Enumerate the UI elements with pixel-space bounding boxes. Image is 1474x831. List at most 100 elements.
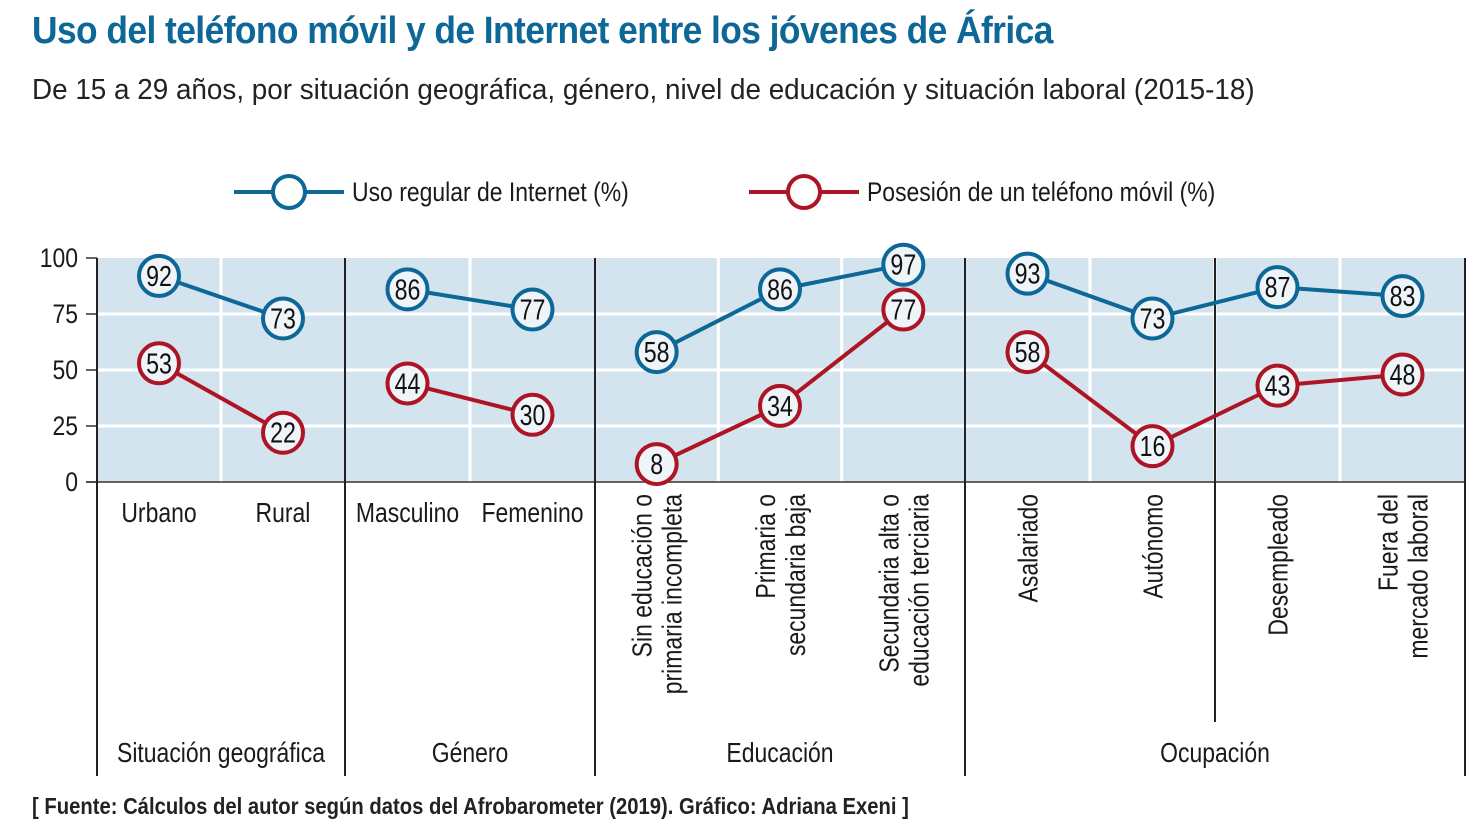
internet-data-point: 86 xyxy=(385,267,430,312)
phone-data-point: 16 xyxy=(1130,424,1175,469)
internet-data-point: 87 xyxy=(1255,265,1300,310)
group-label: Educación xyxy=(726,738,833,769)
phone-data-label: 58 xyxy=(1015,336,1041,369)
internet-data-point: 83 xyxy=(1380,274,1425,319)
internet-data-label: 83 xyxy=(1390,280,1416,313)
y-tick-label: 100 xyxy=(40,243,78,273)
phone-data-point: 77 xyxy=(881,287,926,332)
category-label: Asalariado xyxy=(1013,494,1044,602)
phone-marker xyxy=(881,287,926,332)
legend-label-internet: Uso regular de Internet (%) xyxy=(352,176,629,207)
legend-item-internet: Uso regular de Internet (%) xyxy=(234,172,678,212)
internet-marker xyxy=(1380,274,1425,319)
phone-marker xyxy=(385,361,430,406)
chart-title: Uso del teléfono móvil y de Internet ent… xyxy=(32,10,1053,52)
internet-line-segment xyxy=(655,287,781,354)
phone-data-point: 30 xyxy=(510,392,555,437)
group-label: Género xyxy=(432,738,509,769)
phone-data-point: 43 xyxy=(1255,363,1300,408)
internet-data-label: 73 xyxy=(1140,302,1166,335)
internet-data-point: 77 xyxy=(510,287,555,332)
y-tick-label: 0 xyxy=(65,467,78,497)
phone-data-point: 8 xyxy=(634,442,679,487)
phone-data-point: 22 xyxy=(261,410,305,455)
category-label: Desempleado xyxy=(1263,494,1294,636)
phone-marker xyxy=(137,341,181,386)
phone-data-label: 8 xyxy=(650,448,663,481)
phone-marker xyxy=(1380,352,1425,397)
group-label: Situación geográfica xyxy=(117,738,326,769)
category-label: secundaria baja xyxy=(781,493,812,656)
phone-data-point: 48 xyxy=(1380,352,1425,397)
y-tick-label: 50 xyxy=(52,355,78,385)
phone-data-label: 48 xyxy=(1390,358,1416,391)
category-label: Rural xyxy=(256,498,311,529)
phone-data-point: 44 xyxy=(385,361,430,406)
category-label: Femenino xyxy=(481,498,583,529)
internet-data-label: 97 xyxy=(890,248,916,281)
internet-data-label: 58 xyxy=(644,336,670,369)
phone-data-label: 43 xyxy=(1265,369,1291,402)
legend-label-phone: Posesión de un teléfono móvil (%) xyxy=(867,176,1216,207)
y-tick-label: 75 xyxy=(52,299,78,329)
phone-line-segment xyxy=(1151,383,1279,448)
internet-data-point: 73 xyxy=(1130,296,1175,341)
internet-data-label: 73 xyxy=(270,302,296,335)
phone-data-label: 34 xyxy=(767,389,793,422)
internet-data-point: 86 xyxy=(758,267,802,312)
category-label: Autónomo xyxy=(1138,494,1169,599)
category-label: mercado laboral xyxy=(1403,494,1434,659)
phone-marker xyxy=(1005,330,1050,375)
group-label: Ocupación xyxy=(1160,738,1270,769)
phone-line-segment xyxy=(1026,350,1154,448)
phone-marker xyxy=(1130,424,1175,469)
category-label: Fuera del xyxy=(1373,494,1404,591)
internet-marker xyxy=(881,242,926,287)
phone-data-label: 30 xyxy=(520,398,546,431)
internet-line-segment xyxy=(1026,271,1154,321)
phone-data-label: 53 xyxy=(146,347,172,380)
source-note: [ Fuente: Cálculos del autor según datos… xyxy=(32,793,909,819)
internet-marker xyxy=(634,330,679,375)
chart-subtitle: De 15 a 29 años, por situación geográfic… xyxy=(32,74,1255,106)
legend-item-phone: Posesión de un teléfono móvil (%) xyxy=(749,172,1277,212)
phone-data-point: 53 xyxy=(137,341,181,386)
internet-data-label: 86 xyxy=(395,273,421,306)
phone-marker xyxy=(510,392,555,437)
category-label: Sin educación o xyxy=(628,494,659,657)
internet-data-point: 92 xyxy=(137,253,181,298)
internet-marker xyxy=(510,287,555,332)
phone-marker xyxy=(1255,363,1300,408)
internet-data-label: 77 xyxy=(520,293,546,326)
phone-data-label: 22 xyxy=(270,416,296,449)
internet-data-point: 93 xyxy=(1005,251,1050,296)
internet-data-label: 92 xyxy=(146,259,172,292)
internet-marker xyxy=(261,296,305,341)
internet-data-label: 93 xyxy=(1015,257,1041,290)
internet-data-point: 58 xyxy=(634,330,679,375)
phone-marker xyxy=(634,442,679,487)
legend-internet-marker-icon xyxy=(234,174,344,210)
phone-marker xyxy=(758,383,802,428)
internet-marker xyxy=(385,267,430,312)
internet-data-point: 73 xyxy=(261,296,305,341)
internet-marker xyxy=(1005,251,1050,296)
phone-data-label: 77 xyxy=(890,293,916,326)
phone-data-label: 44 xyxy=(395,367,421,400)
internet-marker xyxy=(758,267,802,312)
internet-data-label: 86 xyxy=(767,273,793,306)
category-label: Urbano xyxy=(121,498,196,529)
phone-data-label: 16 xyxy=(1140,430,1166,463)
category-label: Masculino xyxy=(356,498,459,529)
category-label: Primaria o xyxy=(751,494,782,599)
phone-marker xyxy=(261,410,305,455)
phone-data-point: 34 xyxy=(758,383,802,428)
category-label: educación terciaria xyxy=(904,493,935,686)
legend-phone-marker-icon xyxy=(749,174,859,210)
phone-line-segment xyxy=(778,307,905,408)
y-tick-label: 25 xyxy=(52,411,78,441)
internet-marker xyxy=(1130,296,1175,341)
category-label: primaria incompleta xyxy=(658,493,689,694)
internet-marker xyxy=(1255,265,1300,310)
